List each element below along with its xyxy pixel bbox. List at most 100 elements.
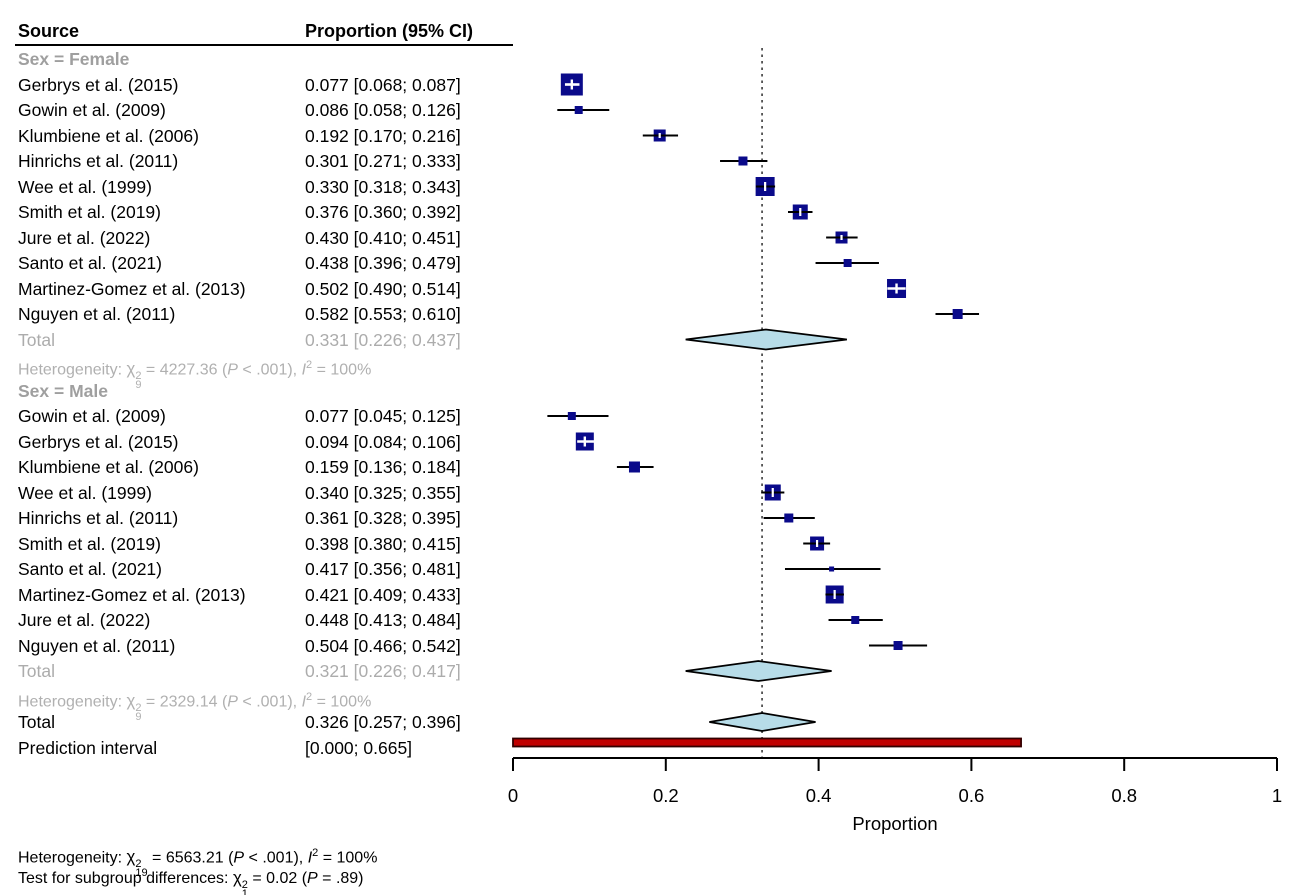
study-estimate-text: 0.430 [0.410; 0.451] xyxy=(305,227,461,248)
study-name: Wee et al. (1999) xyxy=(18,176,152,197)
study-name: Hinrichs et al. (2011) xyxy=(18,151,179,171)
study-square xyxy=(628,461,640,473)
study-estimate-text: 0.330 [0.318; 0.343] xyxy=(305,176,461,197)
study-estimate-text: 0.077 [0.068; 0.087] xyxy=(305,74,461,95)
study-row: Klumbiene et al. (2006) 0.192 [0.170; 0.2… xyxy=(0,123,560,149)
study-name: Santo et al. (2021) xyxy=(18,559,162,579)
study-name: Gerbrys et al. (2015) xyxy=(18,74,179,95)
source-column-header: Source xyxy=(18,21,80,41)
overall-total-label: Total xyxy=(18,712,55,732)
prediction-interval-row: Prediction interval [0.000; 0.665] xyxy=(0,735,560,761)
study-estimate-text: 0.086 [0.058; 0.126] xyxy=(305,100,461,120)
x-tick-label: 1 xyxy=(1272,785,1282,806)
study-name: Smith et al. (2019) xyxy=(18,533,161,554)
study-row: Wee et al. (1999) 0.330 [0.318; 0.343] xyxy=(0,174,560,200)
subgroup-total-label: Total xyxy=(18,329,55,350)
overall-total-row: Total 0.326 [0.257; 0.396] xyxy=(0,709,560,735)
x-tick-label: 0.6 xyxy=(959,785,985,806)
study-row: Nguyen et al. (2011) 0.582 [0.553; 0.610] xyxy=(0,301,560,327)
study-estimate-text: 0.077 [0.045; 0.125] xyxy=(305,406,461,426)
study-estimate-text: 0.376 [0.360; 0.392] xyxy=(305,202,461,222)
subgroup-label: Sex = Female xyxy=(0,46,560,72)
subgroup-label: Sex = Male xyxy=(0,378,560,404)
total-diamond xyxy=(709,712,816,732)
study-square xyxy=(851,616,860,624)
study-estimate-text: 0.448 [0.413; 0.484] xyxy=(305,610,461,630)
x-tick-label: 0 xyxy=(508,785,518,806)
study-name: Nguyen et al. (2011) xyxy=(18,635,176,656)
study-row: Martinez-Gomez et al. (2013) 0.421 [0.409… xyxy=(0,582,560,608)
subgroup-total-row: Total 0.321 [0.226; 0.417] xyxy=(0,658,560,684)
study-estimate-text: 0.192 [0.170; 0.216] xyxy=(305,125,461,146)
study-square xyxy=(738,156,748,166)
study-name: Jure et al. (2022) xyxy=(18,610,151,630)
subgroup-label-text: Sex = Female xyxy=(18,49,130,69)
study-name: Gerbrys et al. (2015) xyxy=(18,431,179,452)
study-row: Hinrichs et al. (2011) 0.301 [0.271; 0.33… xyxy=(0,148,560,174)
study-row: Santo et al. (2021) 0.417 [0.356; 0.481] xyxy=(0,556,560,582)
study-name: Gowin et al. (2009) xyxy=(18,406,166,426)
proportion-column-header: Proportion (95% CI) xyxy=(305,21,474,41)
study-row: Jure et al. (2022) 0.448 [0.413; 0.484] xyxy=(0,607,560,633)
study-estimate-text: 0.361 [0.328; 0.395] xyxy=(305,508,461,528)
study-name: Jure et al. (2022) xyxy=(18,227,151,248)
study-estimate-text: 0.502 [0.490; 0.514] xyxy=(305,278,461,299)
prediction-interval-label: Prediction interval xyxy=(18,737,158,758)
study-row: Gerbrys et al. (2015) 0.077 [0.068; 0.087… xyxy=(0,72,560,98)
study-square xyxy=(843,259,852,267)
subgroup-total-estimate: 0.321 [0.226; 0.417] xyxy=(305,661,461,681)
overall-total-estimate: 0.326 [0.257; 0.396] xyxy=(305,712,461,732)
study-row: Smith et al. (2019) 0.376 [0.360; 0.392] xyxy=(0,199,560,225)
study-square xyxy=(893,641,903,650)
study-estimate-text: 0.421 [0.409; 0.433] xyxy=(305,584,461,605)
study-row: Jure et al. (2022) 0.430 [0.410; 0.451] xyxy=(0,225,560,251)
study-name: Martinez-Gomez et al. (2013) xyxy=(18,278,246,299)
study-row: Wee et al. (1999) 0.340 [0.325; 0.355] xyxy=(0,480,560,506)
table-header: Source Proportion (95% CI) xyxy=(15,20,513,46)
study-estimate-text: 0.504 [0.466; 0.542] xyxy=(305,635,461,656)
prediction-interval-text: [0.000; 0.665] xyxy=(305,737,413,758)
study-row: Gowin et al. (2009) 0.086 [0.058; 0.126] xyxy=(0,97,560,123)
chi-squared-symbol: χ 2 19 xyxy=(126,847,148,880)
study-row: Martinez-Gomez et al. (2013) 0.502 [0.490… xyxy=(0,276,560,302)
x-tick-label: 0.8 xyxy=(1111,785,1137,806)
study-name: Smith et al. (2019) xyxy=(18,202,161,222)
study-name: Hinrichs et al. (2011) xyxy=(18,508,179,528)
study-row: Nguyen et al. (2011) 0.504 [0.466; 0.542] xyxy=(0,633,560,659)
study-name: Gowin et al. (2009) xyxy=(18,100,166,120)
study-row: Hinrichs et al. (2011) 0.361 [0.328; 0.39… xyxy=(0,505,560,531)
study-estimate-text: 0.417 [0.356; 0.481] xyxy=(305,559,461,579)
subgroup-total-label: Total xyxy=(18,661,55,681)
study-name: Wee et al. (1999) xyxy=(18,482,152,503)
total-diamond xyxy=(685,328,847,351)
subgroup-total-estimate: 0.331 [0.226; 0.437] xyxy=(305,329,461,350)
study-name: Nguyen et al. (2011) xyxy=(18,304,176,324)
study-row: Santo et al. (2021) 0.438 [0.396; 0.479] xyxy=(0,250,560,276)
study-square xyxy=(829,566,835,572)
study-square xyxy=(952,309,963,319)
study-square xyxy=(567,412,576,420)
subgroup-total-row: Total 0.331 [0.226; 0.437] xyxy=(0,327,560,353)
x-axis-title: Proportion xyxy=(852,813,937,834)
study-estimate-text: 0.438 [0.396; 0.479] xyxy=(305,253,461,273)
study-name: Santo et al. (2021) xyxy=(18,253,162,273)
study-name: Klumbiene et al. (2006) xyxy=(18,457,199,477)
study-estimate-text: 0.340 [0.325; 0.355] xyxy=(305,482,461,503)
x-tick-label: 0.4 xyxy=(806,785,832,806)
study-estimate-text: 0.398 [0.380; 0.415] xyxy=(305,533,461,554)
study-row: Smith et al. (2019) 0.398 [0.380; 0.415] xyxy=(0,531,560,557)
study-name: Klumbiene et al. (2006) xyxy=(18,125,199,146)
study-row: Gerbrys et al. (2015) 0.094 [0.084; 0.106… xyxy=(0,429,560,455)
x-tick-label: 0.2 xyxy=(653,785,679,806)
study-name: Martinez-Gomez et al. (2013) xyxy=(18,584,246,605)
study-row: Klumbiene et al. (2006) 0.159 [0.136; 0.1… xyxy=(0,454,560,480)
total-diamond xyxy=(685,660,832,682)
prediction-interval-bar xyxy=(512,737,1022,748)
